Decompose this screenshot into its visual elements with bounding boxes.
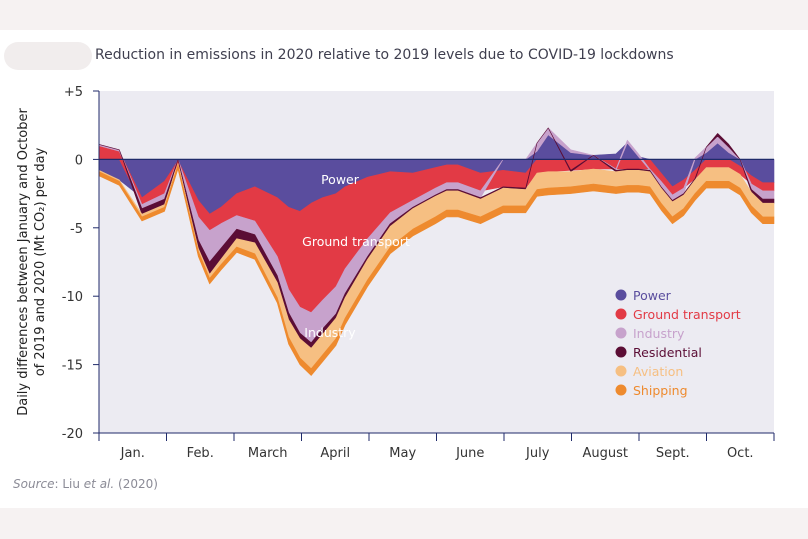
annotation-ground-transport: Ground transport: [302, 234, 410, 249]
x-tick-label: July: [525, 446, 550, 461]
y-tick-label: 0: [75, 153, 83, 168]
x-tick-label: May: [389, 446, 416, 461]
source-author: Liu: [62, 477, 80, 491]
legend-label-aviation: Aviation: [633, 364, 683, 379]
legend-label-power: Power: [633, 288, 672, 303]
y-axis-label: Daily differences between January and Oc…: [16, 108, 48, 416]
y-tick-label: -15: [62, 359, 83, 374]
source-note: Source: Liu et al. (2020): [13, 477, 158, 491]
legend-swatch: [615, 365, 627, 377]
y-tick-label: -10: [62, 290, 83, 305]
legend-label-shipping: Shipping: [633, 383, 688, 398]
legend-swatch: [615, 327, 627, 339]
x-tick-label: Sept.: [656, 446, 690, 461]
chart-title: Reduction in emissions in 2020 relative …: [95, 47, 674, 63]
x-tick-label: March: [248, 446, 288, 461]
x-tick-label: April: [320, 446, 350, 461]
y-tick-label: -5: [70, 222, 83, 237]
blurred-logo: [4, 42, 92, 70]
legend-swatch: [615, 384, 627, 396]
area-shipping: [98, 164, 775, 376]
source-year: (2020): [118, 477, 158, 491]
legend-label-ground-transport: Ground transport: [633, 307, 741, 322]
legend-label-residential: Residential: [633, 345, 702, 360]
source-label: Source: [13, 477, 55, 491]
legend-swatch: [615, 289, 627, 301]
x-tick-label: Feb.: [187, 446, 214, 461]
source-etal: et al.: [83, 477, 115, 491]
annotation-industry: Industry: [304, 325, 356, 340]
y-tick-label: +5: [64, 85, 83, 100]
legend-label-industry: Industry: [633, 326, 685, 341]
x-tick-label: June: [455, 446, 484, 461]
legend-swatch: [615, 346, 627, 358]
legend-swatch: [615, 308, 627, 320]
x-tick-label: Jan.: [120, 446, 145, 461]
x-tick-label: August: [583, 446, 629, 461]
annotation-power: Power: [321, 172, 360, 187]
y-tick-label: -20: [62, 427, 83, 442]
x-tick-label: Oct.: [727, 446, 754, 461]
